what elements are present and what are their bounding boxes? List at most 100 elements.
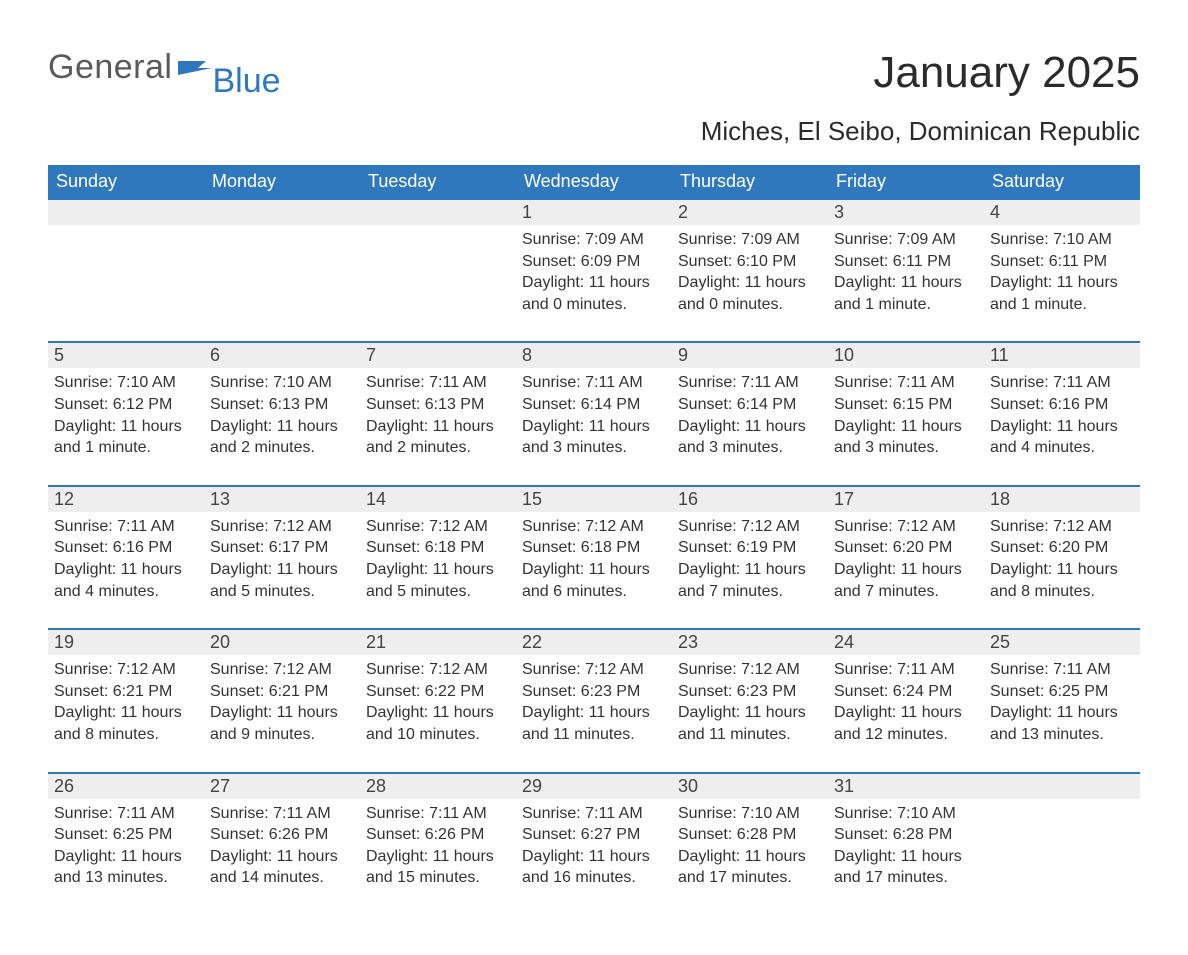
sunrise-text: Sunrise: 7:11 AM <box>54 803 198 825</box>
daylight-text: Daylight: 11 hours and 5 minutes. <box>366 559 510 602</box>
day-number-cell: 5 <box>48 342 204 368</box>
sunset-text: Sunset: 6:23 PM <box>522 681 666 703</box>
sunset-text: Sunset: 6:28 PM <box>678 824 822 846</box>
sunset-text: Sunset: 6:09 PM <box>522 251 666 273</box>
day-number-cell: 14 <box>360 486 516 512</box>
daylight-text: Daylight: 11 hours and 3 minutes. <box>678 416 822 459</box>
day-number-cell: 3 <box>828 199 984 225</box>
day-number-cell: 2 <box>672 199 828 225</box>
sunset-text: Sunset: 6:25 PM <box>990 681 1134 703</box>
day-content-cell: Sunrise: 7:12 AMSunset: 6:23 PMDaylight:… <box>516 655 672 772</box>
daylight-text: Daylight: 11 hours and 13 minutes. <box>54 846 198 889</box>
sunset-text: Sunset: 6:18 PM <box>366 537 510 559</box>
sunrise-text: Sunrise: 7:11 AM <box>990 372 1134 394</box>
sunset-text: Sunset: 6:22 PM <box>366 681 510 703</box>
sunset-text: Sunset: 6:25 PM <box>54 824 198 846</box>
daylight-text: Daylight: 11 hours and 10 minutes. <box>366 702 510 745</box>
weekday-header: Friday <box>828 165 984 199</box>
sunset-text: Sunset: 6:13 PM <box>210 394 354 416</box>
day-number-cell: 6 <box>204 342 360 368</box>
daylight-text: Daylight: 11 hours and 2 minutes. <box>366 416 510 459</box>
daylight-text: Daylight: 11 hours and 17 minutes. <box>834 846 978 889</box>
sunrise-text: Sunrise: 7:10 AM <box>834 803 978 825</box>
sunset-text: Sunset: 6:11 PM <box>834 251 978 273</box>
daylight-text: Daylight: 11 hours and 8 minutes. <box>54 702 198 745</box>
weekday-header: Monday <box>204 165 360 199</box>
day-content-row: Sunrise: 7:09 AM Sunset: 6:09 PM Daylight:… <box>48 225 1140 342</box>
day-number-cell: 1 <box>516 199 672 225</box>
daylight-text: Daylight: 11 hours and 1 minute. <box>834 272 978 315</box>
sunrise-text: Sunrise: 7:12 AM <box>54 659 198 681</box>
sunrise-text: Sunrise: 7:11 AM <box>678 372 822 394</box>
day-content-cell: Sunrise: 7:12 AMSunset: 6:18 PMDaylight:… <box>360 512 516 629</box>
day-number-cell: 23 <box>672 629 828 655</box>
sunrise-text: Sunrise: 7:12 AM <box>522 516 666 538</box>
sunrise-text: Sunrise: 7:12 AM <box>678 659 822 681</box>
day-content-row: Sunrise: 7:12 AMSunset: 6:21 PMDaylight:… <box>48 655 1140 772</box>
sunrise-text: Sunrise: 7:11 AM <box>522 372 666 394</box>
day-content-cell: Sunrise: 7:10 AMSunset: 6:28 PMDaylight:… <box>828 799 984 915</box>
day-number-cell: 20 <box>204 629 360 655</box>
sunset-text: Sunset: 6:13 PM <box>366 394 510 416</box>
day-number-cell: 18 <box>984 486 1140 512</box>
daylight-text: Daylight: 11 hours and 5 minutes. <box>210 559 354 602</box>
day-content-cell: Sunrise: 7:11 AMSunset: 6:15 PMDaylight:… <box>828 368 984 485</box>
sunset-text: Sunset: 6:26 PM <box>210 824 354 846</box>
daylight-text: Daylight: 11 hours and 1 minute. <box>54 416 198 459</box>
day-number-cell: 19 <box>48 629 204 655</box>
day-content-cell: Sunrise: 7:09 AMSunset: 6:10 PMDaylight:… <box>672 225 828 342</box>
day-content-cell: Sunrise: 7:12 AMSunset: 6:18 PMDaylight:… <box>516 512 672 629</box>
day-number-cell <box>360 199 516 225</box>
sunset-text: Sunset: 6:19 PM <box>678 537 822 559</box>
day-content-cell: Sunrise: 7:12 AMSunset: 6:17 PMDaylight:… <box>204 512 360 629</box>
day-content-cell: Sunrise: 7:09 AMSunset: 6:11 PMDaylight:… <box>828 225 984 342</box>
daylight-text: Daylight: 11 hours and 0 minutes. <box>678 272 822 315</box>
sunset-text: Sunset: 6:21 PM <box>54 681 198 703</box>
sunrise-text: Sunrise: 7:09 AM <box>678 229 822 251</box>
day-number-cell: 25 <box>984 629 1140 655</box>
day-content-cell: Sunrise: 7:11 AMSunset: 6:26 PMDaylight:… <box>360 799 516 915</box>
daylight-text: Daylight: 11 hours and 4 minutes. <box>54 559 198 602</box>
day-number-cell: 26 <box>48 773 204 799</box>
sunset-text: Sunset: 6:18 PM <box>522 537 666 559</box>
weekday-header: Sunday <box>48 165 204 199</box>
day-content-cell: Sunrise: 7:12 AMSunset: 6:23 PMDaylight:… <box>672 655 828 772</box>
day-number-row: 12131415161718 <box>48 486 1140 512</box>
day-content-cell: Sunrise: 7:10 AMSunset: 6:12 PMDaylight:… <box>48 368 204 485</box>
sunset-text: Sunset: 6:28 PM <box>834 824 978 846</box>
day-number-row: 262728293031 <box>48 773 1140 799</box>
day-number-cell: 8 <box>516 342 672 368</box>
day-number-cell <box>204 199 360 225</box>
calendar-table: Sunday Monday Tuesday Wednesday Thursday… <box>48 165 1140 915</box>
sunrise-text: Sunrise: 7:11 AM <box>834 372 978 394</box>
day-content-cell <box>48 225 204 342</box>
sunrise-text: Sunrise: 7:11 AM <box>522 803 666 825</box>
sunset-text: Sunset: 6:23 PM <box>678 681 822 703</box>
day-number-cell: 15 <box>516 486 672 512</box>
brand-logo: General Blue <box>48 48 283 87</box>
day-number-cell: 22 <box>516 629 672 655</box>
day-content-cell: Sunrise: 7:11 AMSunset: 6:24 PMDaylight:… <box>828 655 984 772</box>
day-content-cell: Sunrise: 7:12 AMSunset: 6:21 PMDaylight:… <box>204 655 360 772</box>
sunset-text: Sunset: 6:16 PM <box>54 537 198 559</box>
sunrise-text: Sunrise: 7:09 AM <box>834 229 978 251</box>
day-number-cell: 16 <box>672 486 828 512</box>
location-subtitle: Miches, El Seibo, Dominican Republic <box>701 116 1140 147</box>
daylight-text: Daylight: 11 hours and 16 minutes. <box>522 846 666 889</box>
day-content-cell: Sunrise: 7:11 AMSunset: 6:25 PMDaylight:… <box>48 799 204 915</box>
sunrise-text: Sunrise: 7:10 AM <box>54 372 198 394</box>
weekday-header: Tuesday <box>360 165 516 199</box>
day-content-row: Sunrise: 7:11 AMSunset: 6:25 PMDaylight:… <box>48 799 1140 915</box>
day-number-cell <box>48 199 204 225</box>
daylight-text: Daylight: 11 hours and 4 minutes. <box>990 416 1134 459</box>
page-header: General Blue January 2025 Miches, El Sei… <box>48 48 1140 157</box>
day-content-cell: Sunrise: 7:11 AMSunset: 6:13 PMDaylight:… <box>360 368 516 485</box>
daylight-text: Daylight: 11 hours and 15 minutes. <box>366 846 510 889</box>
sunrise-text: Sunrise: 7:12 AM <box>678 516 822 538</box>
logo-flag-icon <box>178 55 212 75</box>
day-content-cell: Sunrise: 7:11 AMSunset: 6:14 PMDaylight:… <box>516 368 672 485</box>
sunset-text: Sunset: 6:15 PM <box>834 394 978 416</box>
day-content-cell: Sunrise: 7:10 AMSunset: 6:11 PMDaylight:… <box>984 225 1140 342</box>
weekday-header: Thursday <box>672 165 828 199</box>
day-number-cell: 28 <box>360 773 516 799</box>
